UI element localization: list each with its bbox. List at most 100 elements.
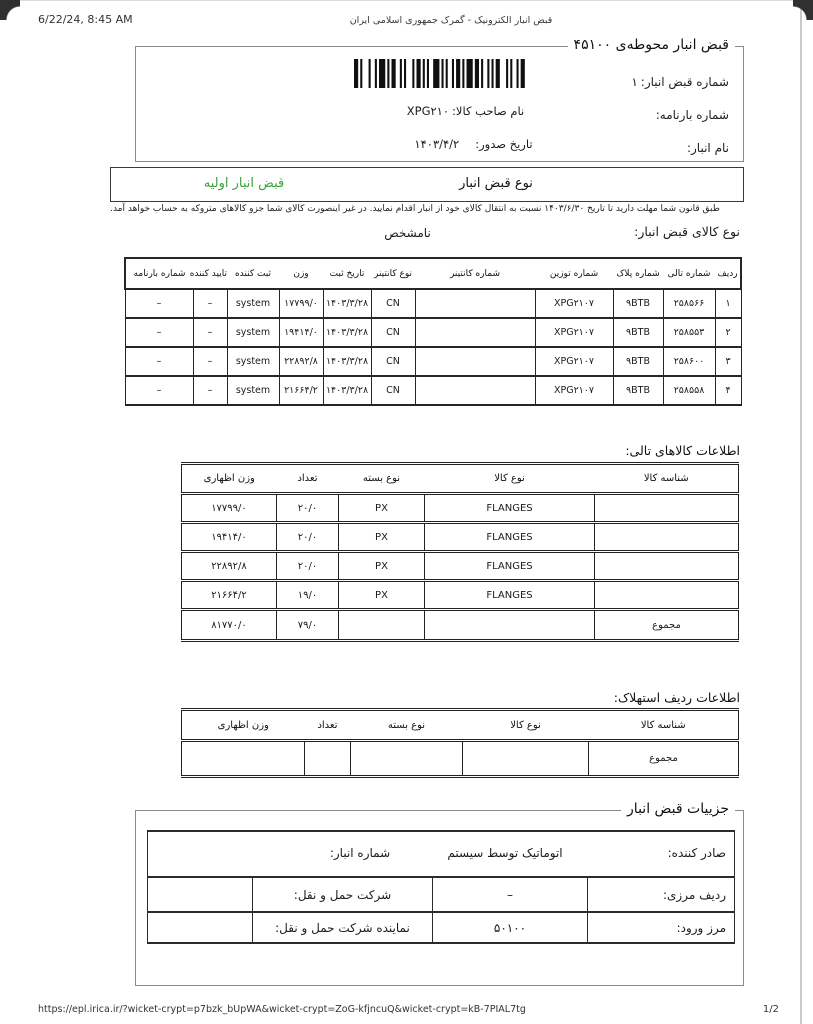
col-waybill-no: شماره بارنامه: [124, 257, 193, 290]
cell: ۱۹۴۱۴/۰: [181, 521, 277, 553]
cell: –: [192, 346, 228, 377]
cell: CN: [370, 317, 416, 348]
total-label: مجموع: [594, 608, 739, 642]
cell: PX: [338, 579, 425, 611]
entry-border-value: ۵۰۱۰۰: [432, 911, 588, 944]
goods-row: FLANGES PX ۱۹/۰ ۲۱۶۶۴/۲: [181, 579, 739, 611]
cell: ۲۱۶۶۴/۲: [278, 375, 324, 406]
cell: CN: [370, 346, 416, 377]
cell: –: [124, 346, 194, 377]
cell: [338, 608, 425, 642]
cell: –: [192, 317, 228, 348]
cell: FLANGES: [424, 579, 595, 611]
cell: [594, 550, 739, 582]
tally-table: ردیف شماره تالی شماره پلاک شماره توزین ش…: [124, 257, 742, 406]
cell: ۴: [714, 375, 742, 406]
owner-field: نام صاحب کالا:XPG۲۱۰: [378, 104, 553, 118]
col-register-date: تاریخ ثبت: [323, 257, 371, 290]
depreciation-header-row: شناسه کالا نوع کالا نوع بسته تعداد وزن ا…: [181, 708, 739, 742]
waybill-field: شماره بارنامه:: [653, 104, 729, 123]
cell: system: [226, 375, 280, 406]
details-row-issuer: صادر کننده: اتوماتیک توسط سیستم شماره ان…: [147, 830, 735, 878]
depreciation-total-row: مجموع: [181, 739, 739, 778]
waybill-label: شماره بارنامه:: [655, 108, 729, 122]
cell: PX: [338, 492, 425, 524]
cell: ۲۵۸۶۰۰: [662, 346, 716, 377]
depreciation-title: اطلاعات ردیف استهلاک:: [613, 690, 740, 705]
cell: [350, 739, 463, 778]
legal-notice: طبق قانون شما مهلت دارید تا تاریخ ۱۴۰۳/۶…: [110, 204, 720, 214]
total-count: ۷۹/۰: [276, 608, 339, 642]
issue-date-value: ۱۴۰۳/۴/۲: [414, 137, 460, 151]
cell: [594, 579, 739, 611]
cell: ۳: [714, 346, 742, 377]
cell: ۲۵۸۵۶۶: [662, 288, 716, 319]
col-weighing-no: شماره توزین: [535, 257, 613, 290]
warehouse-name-label: نام انبار:: [686, 141, 729, 155]
cell: ۱۴۰۳/۳/۲۸: [322, 317, 372, 348]
tally-row: ۳ ۲۵۸۶۰۰ ۹BTB XPG۲۱۰۷ CN ۱۴۰۳/۳/۲۸ ۲۲۸۹۲/۸ syst…: [124, 346, 742, 377]
cell: ۱۹/۰: [276, 579, 339, 611]
cell: ۱: [714, 288, 742, 319]
cell: [594, 492, 739, 524]
cell: XPG۲۱۰۷: [534, 317, 614, 348]
cell: CN: [370, 375, 416, 406]
border-row-label: ردیف مرزی:: [587, 876, 735, 913]
cell: ۲: [714, 317, 742, 348]
cell: FLANGES: [424, 521, 595, 553]
cell: ۲۰/۰: [276, 492, 339, 524]
cell: ۲۰/۰: [276, 550, 339, 582]
receipt-no-value: ۱: [631, 75, 638, 89]
print-datetime: 6/22/24, 8:45 AM: [38, 13, 133, 26]
col-goods-type: نوع کالا: [424, 462, 595, 495]
issuer-label: صادر کننده:: [667, 846, 726, 860]
border-row-value: –: [432, 876, 588, 913]
goods-row: FLANGES PX ۲۰/۰ ۲۲۸۹۲/۸: [181, 550, 739, 582]
receipt-no-label: شماره قبض انبار:: [640, 75, 729, 89]
receipt-header-legend: قبض انبار محوطه‌ی ۴۵۱۰۰: [567, 37, 735, 53]
cell: [181, 739, 305, 778]
goods-type-label: نوع کالای قبض انبار:: [634, 224, 740, 239]
col-goods-id: شناسه کالا: [594, 462, 739, 495]
cell: ۱۷۷۹۹/۰: [278, 288, 324, 319]
issue-date-field: تاریخ صدور: ۱۴۰۳/۴/۲: [386, 137, 561, 151]
cell: [414, 375, 536, 406]
cell: PX: [338, 521, 425, 553]
owner-label: نام صاحب کالا:: [452, 104, 525, 118]
tally-goods-table: شناسه کالا نوع کالا نوع بسته تعداد وزن ا…: [181, 462, 739, 642]
warehouse-no-label: شماره انبار:: [329, 846, 391, 860]
carrier-agent-value: [147, 911, 253, 944]
depreciation-table: شناسه کالا نوع کالا نوع بسته تعداد وزن ا…: [181, 708, 739, 778]
details-row-entry: مرز ورود: ۵۰۱۰۰ نماینده شرکت حمل و نقل:: [147, 911, 735, 944]
cell: [462, 739, 589, 778]
page-right-edge: [800, 0, 802, 1024]
col-count: تعداد: [304, 708, 351, 742]
cell: [414, 346, 536, 377]
goods-total-row: مجموع ۷۹/۰ ۸۱۷۷۰/۰: [181, 608, 739, 642]
col-approver: تایید کننده: [190, 257, 227, 290]
details-row-border: ردیف مرزی: – شرکت حمل و نقل:: [147, 876, 735, 913]
cell: –: [124, 288, 194, 319]
cell: ۹BTB: [612, 317, 664, 348]
carrier-value: [147, 876, 253, 913]
total-weight: ۸۱۷۷۰/۰: [181, 608, 277, 642]
cell: [594, 521, 739, 553]
cell: ۹BTB: [612, 288, 664, 319]
cell: ۹BTB: [612, 375, 664, 406]
issuer-cell: صادر کننده: اتوماتیک توسط سیستم شماره ان…: [147, 830, 735, 878]
goods-row: FLANGES PX ۲۰/۰ ۱۷۷۹۹/۰: [181, 492, 739, 524]
carrier-agent-label: نماینده شرکت حمل و نقل:: [252, 911, 433, 944]
screen-corner-top-left: [0, 0, 20, 20]
cell: ۱۴۰۳/۳/۲۸: [322, 346, 372, 377]
col-container-type: نوع کانتینر: [371, 257, 415, 290]
cell: ۱۷۷۹۹/۰: [181, 492, 277, 524]
tally-row: ۱ ۲۵۸۵۶۶ ۹BTB XPG۲۱۰۷ CN ۱۴۰۳/۳/۲۸ ۱۷۷۹۹/۰ syst…: [124, 288, 742, 319]
col-plate-no: شماره پلاک: [613, 257, 663, 290]
col-count: تعداد: [276, 462, 339, 495]
cell: FLANGES: [424, 492, 595, 524]
barcode-wrap: [354, 59, 529, 88]
tally-table-header-row: ردیف شماره تالی شماره پلاک شماره توزین ش…: [124, 257, 742, 290]
receipt-header-fieldset: قبض انبار محوطه‌ی ۴۵۱۰۰ شماره قبض انبار:…: [135, 37, 744, 162]
cell: system: [226, 346, 280, 377]
tally-row: ۲ ۲۵۸۵۵۳ ۹BTB XPG۲۱۰۷ CN ۱۴۰۳/۳/۲۸ ۱۹۴۱۴/۰ syst…: [124, 317, 742, 348]
